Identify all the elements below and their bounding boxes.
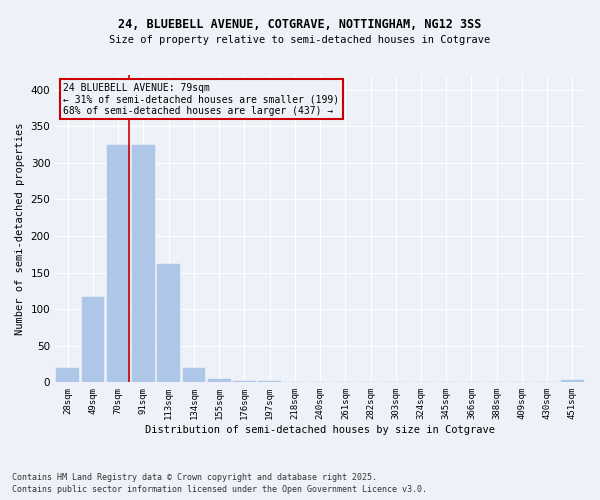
Bar bbox=[157, 264, 180, 382]
Bar bbox=[107, 144, 130, 382]
Bar bbox=[233, 381, 256, 382]
Bar bbox=[82, 298, 104, 382]
X-axis label: Distribution of semi-detached houses by size in Cotgrave: Distribution of semi-detached houses by … bbox=[145, 425, 495, 435]
Bar bbox=[182, 368, 205, 382]
Bar bbox=[56, 368, 79, 382]
Bar bbox=[561, 380, 584, 382]
Y-axis label: Number of semi-detached properties: Number of semi-detached properties bbox=[15, 122, 25, 335]
Text: Size of property relative to semi-detached houses in Cotgrave: Size of property relative to semi-detach… bbox=[109, 35, 491, 45]
Bar bbox=[208, 378, 230, 382]
Text: 24 BLUEBELL AVENUE: 79sqm
← 31% of semi-detached houses are smaller (199)
68% of: 24 BLUEBELL AVENUE: 79sqm ← 31% of semi-… bbox=[63, 82, 339, 116]
Bar bbox=[132, 144, 155, 382]
Text: Contains HM Land Registry data © Crown copyright and database right 2025.: Contains HM Land Registry data © Crown c… bbox=[12, 472, 377, 482]
Text: Contains public sector information licensed under the Open Government Licence v3: Contains public sector information licen… bbox=[12, 485, 427, 494]
Bar bbox=[258, 381, 281, 382]
Text: 24, BLUEBELL AVENUE, COTGRAVE, NOTTINGHAM, NG12 3SS: 24, BLUEBELL AVENUE, COTGRAVE, NOTTINGHA… bbox=[118, 18, 482, 30]
